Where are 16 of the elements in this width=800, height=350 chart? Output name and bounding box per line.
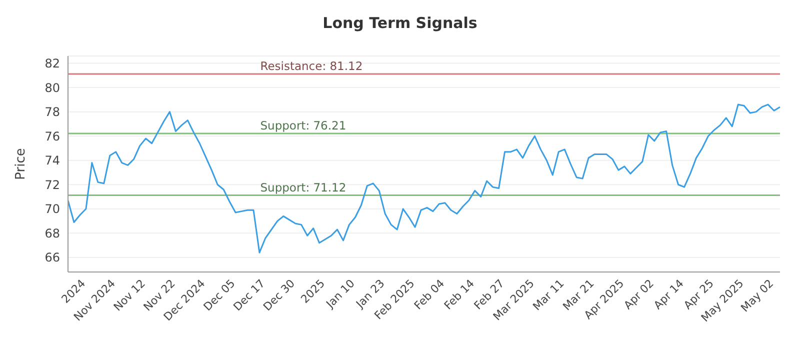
y-tick-label: 66 [44,250,60,265]
y-axis-title: Price [14,148,29,180]
chart-title: Long Term Signals [322,13,478,34]
y-tick-label: 72 [44,178,60,192]
ref-line-label: Resistance: 81.12 [260,58,363,73]
y-tick-label: 74 [44,154,60,168]
y-tick-label: 78 [44,105,60,120]
ref-line-label: Support: 71.12 [260,180,346,194]
y-tick-label: 76 [44,129,60,144]
ref-line-label: Support: 76.21 [260,118,346,133]
y-tick-label: 82 [44,56,60,71]
y-tick-label: 68 [44,226,60,240]
y-tick-label: 80 [44,80,60,95]
y-tick-label: 70 [44,202,60,216]
x-tick-label: Jan 10 [323,276,358,312]
line-series [67,104,781,254]
